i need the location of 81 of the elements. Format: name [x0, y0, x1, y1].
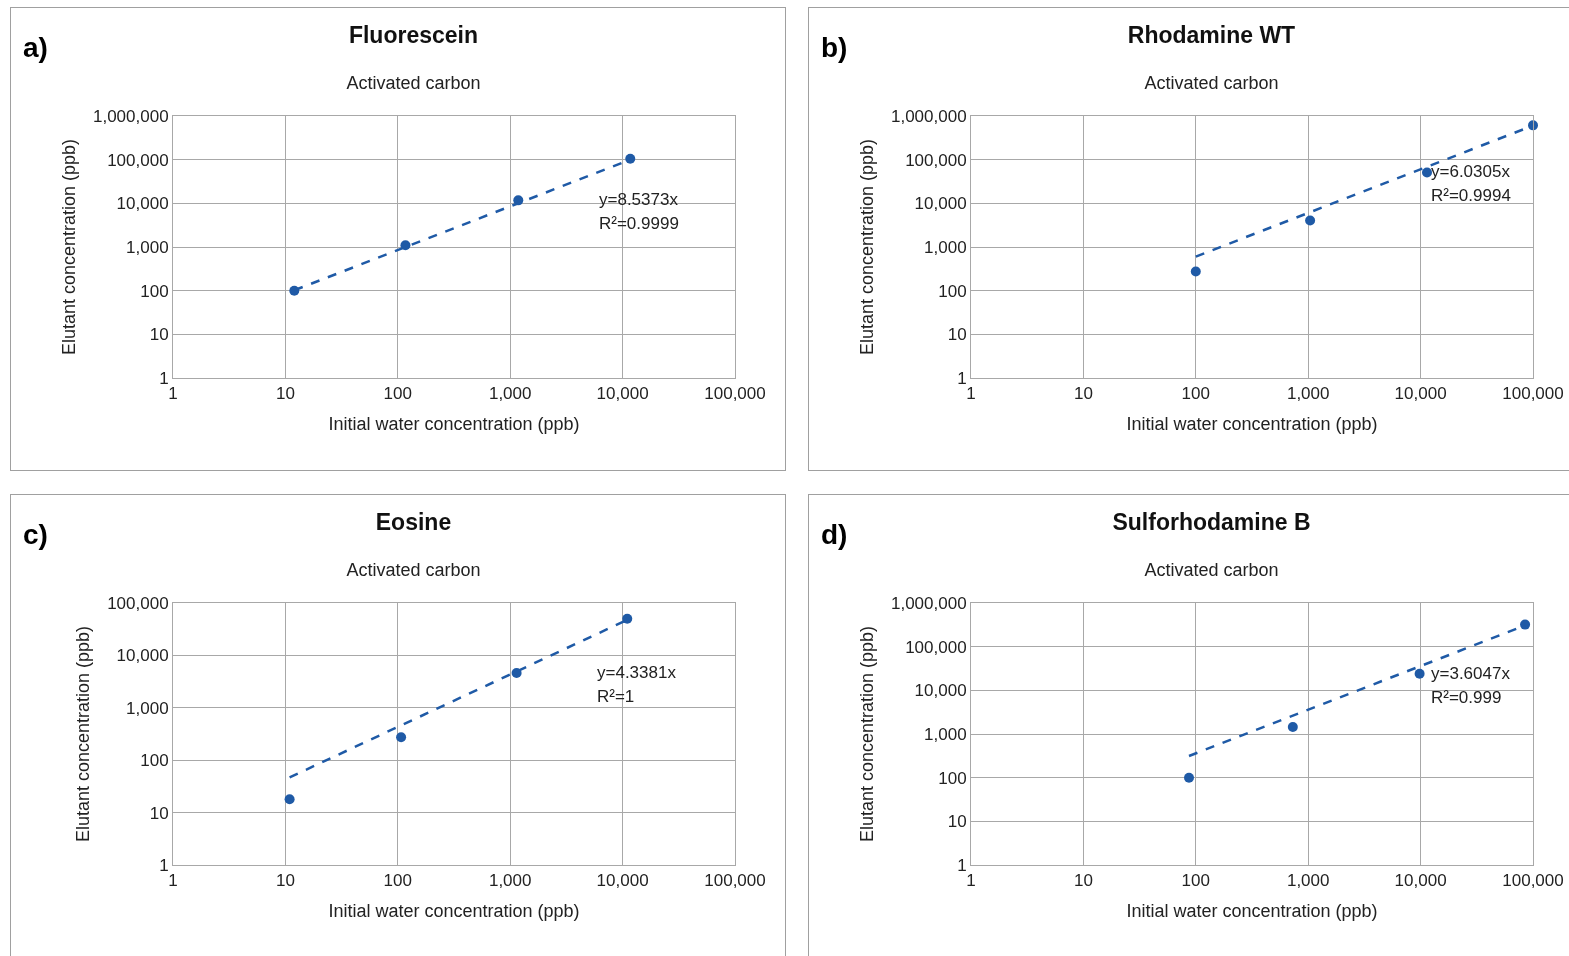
- x-tick-label: 100,000: [1502, 871, 1564, 891]
- y-tick-label: 10: [149, 803, 169, 823]
- point: [400, 240, 411, 251]
- annotation: y=4.3381x: [597, 663, 677, 682]
- x-tick-label: 10: [275, 871, 295, 891]
- annotation: R²=0.999: [1431, 688, 1502, 707]
- x-tick-label: 1,000: [488, 384, 532, 404]
- y-tick-label: 100: [140, 751, 169, 771]
- x-tick-label: 100: [1181, 871, 1210, 891]
- y-tick-label: 100,000: [905, 637, 967, 657]
- chart-subtitle: Activated carbon: [346, 72, 481, 93]
- y-tick-label: 10: [947, 812, 967, 832]
- y-tick-label: 100: [938, 281, 967, 301]
- annotation: R²=0.9994: [1431, 186, 1511, 205]
- annotation: y=6.0305x: [1431, 162, 1511, 181]
- x-tick-label: 100: [383, 384, 412, 404]
- x-tick-label: 10,000: [596, 384, 649, 404]
- chart-title: Fluorescein: [348, 21, 479, 48]
- point: [622, 613, 633, 624]
- y-axis-title: Elutant concentration (ppb): [857, 138, 878, 356]
- x-axis-title: Initial water concentration (ppb): [328, 900, 580, 921]
- chart-subtitle: Activated carbon: [1144, 559, 1279, 580]
- x-tick-label: 1,000: [488, 871, 532, 891]
- x-tick-label: 10,000: [596, 871, 649, 891]
- y-tick-label: 10,000: [116, 646, 169, 666]
- y-tick-label: 1,000: [126, 698, 169, 718]
- x-axis-title: Initial water concentration (ppb): [328, 413, 580, 434]
- text: a): [23, 32, 48, 63]
- x-tick-label: 10: [1073, 384, 1093, 404]
- chart-subtitle: Activated carbon: [346, 559, 481, 580]
- y-axis-title: Elutant concentration (ppb): [59, 138, 80, 356]
- chart-title: Rhodamine WT: [1127, 21, 1296, 48]
- text: c): [23, 519, 48, 550]
- x-axis-title: Initial water concentration (ppb): [1126, 900, 1378, 921]
- y-tick-label: 1,000,000: [890, 106, 967, 126]
- y-tick-label: 10,000: [914, 681, 967, 701]
- y-tick-label: 1: [159, 368, 169, 388]
- x-tick-label: 100,000: [1502, 384, 1564, 404]
- point: [396, 732, 407, 743]
- point: [284, 794, 295, 805]
- text: d): [821, 519, 848, 550]
- y-tick-label: 1: [957, 368, 967, 388]
- chart-title: Eosine: [375, 508, 452, 535]
- annotation: y=3.6047x: [1431, 664, 1511, 683]
- annotation: y=8.5373x: [599, 190, 679, 209]
- y-tick-label: 100,000: [905, 150, 967, 170]
- x-tick-label: 100: [383, 871, 412, 891]
- y-tick-label: 1,000: [126, 237, 169, 257]
- chart-title: Sulforhodamine B: [1112, 508, 1311, 535]
- y-tick-label: 10,000: [116, 194, 169, 214]
- point: [625, 153, 636, 164]
- y-tick-label: 1: [159, 855, 169, 875]
- x-tick-label: 1,000: [1286, 871, 1330, 891]
- y-tick-label: 1,000: [924, 724, 967, 744]
- x-tick-label: 10: [1073, 871, 1093, 891]
- y-tick-label: 1: [957, 855, 967, 875]
- y-tick-label: 1,000,000: [890, 593, 967, 613]
- text: b): [821, 32, 848, 63]
- y-tick-label: 10,000: [914, 194, 967, 214]
- y-tick-label: 100: [140, 281, 169, 301]
- chart-subtitle: Activated carbon: [1144, 72, 1279, 93]
- x-tick-label: 10,000: [1394, 384, 1447, 404]
- x-tick-label: 1,000: [1286, 384, 1330, 404]
- y-tick-label: 10: [947, 325, 967, 345]
- y-tick-label: 10: [149, 325, 169, 345]
- annotation: R²=1: [597, 687, 635, 706]
- y-axis-title: Elutant concentration (ppb): [73, 625, 94, 843]
- point: [511, 668, 522, 679]
- x-tick-label: 100,000: [704, 384, 766, 404]
- y-tick-label: 100,000: [107, 150, 169, 170]
- annotation: R²=0.9999: [599, 214, 679, 233]
- y-tick-label: 1,000,000: [92, 106, 169, 126]
- x-axis-title: Initial water concentration (ppb): [1126, 413, 1378, 434]
- y-tick-label: 1,000: [924, 237, 967, 257]
- y-tick-label: 100,000: [107, 593, 169, 613]
- x-tick-label: 100,000: [704, 871, 766, 891]
- x-tick-label: 10,000: [1394, 871, 1447, 891]
- y-tick-label: 100: [938, 768, 967, 788]
- y-axis-title: Elutant concentration (ppb): [857, 625, 878, 843]
- x-tick-label: 100: [1181, 384, 1210, 404]
- x-tick-label: 10: [275, 384, 295, 404]
